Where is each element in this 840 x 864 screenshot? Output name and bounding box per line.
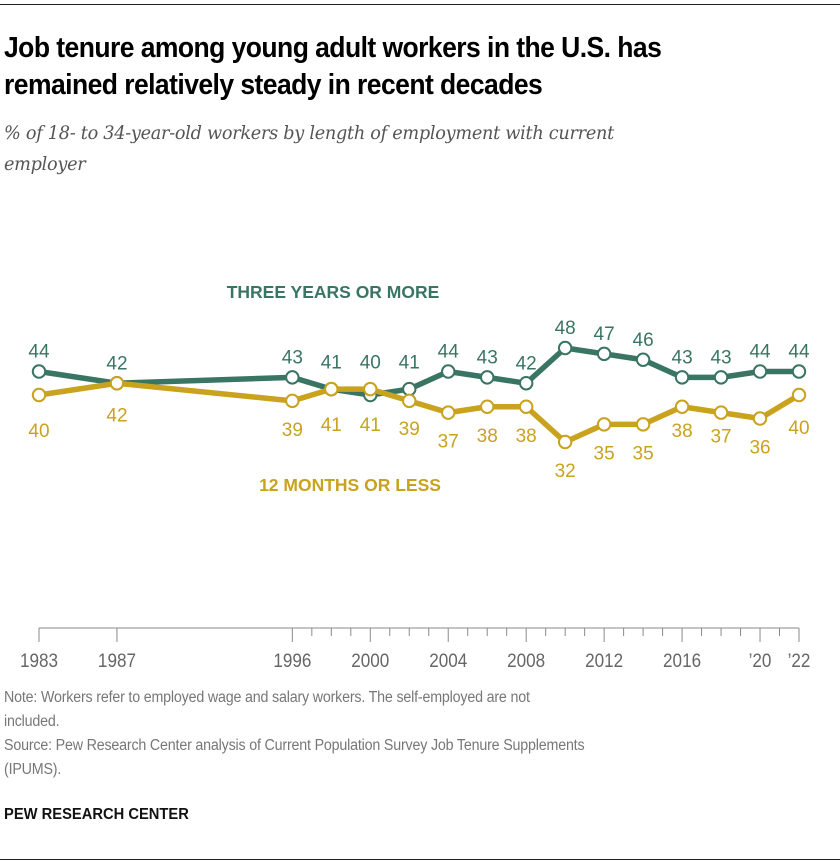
data-point [713, 370, 729, 385]
x-tick-label: 2008 [507, 650, 545, 671]
x-tick-label: 1983 [20, 650, 58, 671]
legend-label-12-months-or-less: 12 MONTHS OR LESS [259, 475, 441, 495]
data-label: 41 [321, 415, 342, 436]
line-chart: 1983 1987 1996 2000 2004 2008 2012 2016 ’20 ’22 4… [20, 282, 811, 671]
chart-subtitle-line-2: employer [4, 153, 86, 175]
source-line-1: Source: Pew Research Center analysis of … [4, 737, 585, 754]
data-point [480, 399, 495, 414]
data-label: 40 [28, 421, 49, 442]
x-tick-label: 2016 [663, 650, 701, 671]
data-point [674, 399, 690, 414]
data-label: 42 [106, 353, 127, 374]
data-label: 35 [633, 443, 654, 464]
data-label: 41 [399, 352, 420, 373]
data-label: 44 [788, 342, 810, 363]
data-label: 44 [28, 342, 50, 363]
chart-title-line-1: Job tenure among young adult workers in … [4, 32, 662, 64]
data-point [518, 399, 534, 414]
data-label: 42 [516, 353, 537, 374]
data-point [557, 340, 573, 356]
data-label: 36 [749, 438, 770, 459]
data-label: 38 [672, 421, 693, 442]
note-line-2: included. [4, 713, 60, 730]
data-label: 40 [360, 352, 381, 373]
data-point [285, 370, 300, 385]
data-label: 37 [438, 432, 459, 453]
data-label: 46 [633, 330, 654, 351]
data-point [441, 364, 456, 379]
data-label: 43 [710, 347, 731, 368]
series-three-years-or-more: 44 42 43 41 40 41 44 43 42 48 47 46 43 43 44 44 [28, 318, 810, 403]
data-label: 44 [438, 342, 460, 363]
data-point [635, 352, 651, 367]
chart-title-line-2: remained relatively steady in recent dec… [4, 69, 543, 101]
data-label: 47 [594, 324, 615, 345]
data-point [31, 387, 47, 403]
data-label: 43 [282, 347, 303, 368]
chart-subtitle-line-1: % of 18- to 34-year-old workers by lengt… [4, 122, 614, 144]
data-point [791, 364, 807, 379]
note-line-1: Note: Workers refer to employed wage and… [4, 689, 530, 706]
data-label: 43 [672, 347, 693, 368]
x-tick-label: 2012 [585, 650, 623, 671]
data-label: 41 [360, 415, 381, 436]
data-label: 38 [477, 426, 498, 447]
data-point [402, 393, 417, 409]
data-point [674, 370, 690, 385]
data-label: 39 [399, 419, 420, 440]
data-label: 44 [749, 342, 771, 363]
data-label: 43 [477, 347, 498, 368]
series-layer: 44 42 43 41 40 41 44 43 42 48 47 46 43 43 44 44 40 42 39 41… [28, 318, 810, 482]
data-point [31, 364, 47, 379]
data-point [713, 405, 729, 420]
data-point [518, 376, 534, 391]
chart-subtitle: % of 18- to 34-year-old workers by lengt… [4, 118, 748, 180]
data-point [635, 417, 651, 432]
source-line-2: (IPUMS). [4, 761, 62, 778]
series-12-months-or-less: 40 42 39 41 41 39 37 38 38 32 35 35 38 37 36 40 [28, 376, 810, 482]
data-point [324, 381, 339, 397]
data-label: 35 [594, 443, 615, 464]
data-label: 39 [282, 420, 303, 441]
data-point [752, 364, 768, 379]
data-point [596, 346, 612, 362]
data-label: 48 [555, 318, 576, 339]
data-point [402, 381, 417, 397]
x-tick-label: ’20 [749, 650, 772, 671]
x-tick-label: 2004 [429, 650, 467, 671]
data-label: 42 [106, 405, 127, 426]
data-label: 38 [516, 426, 537, 447]
x-axis: 1983 1987 1996 2000 2004 2008 2012 2016 ’20 ’22 [20, 627, 811, 671]
data-point [441, 405, 456, 420]
data-label: 37 [710, 427, 731, 448]
series-line [36, 345, 802, 398]
data-point [363, 381, 378, 397]
data-point [285, 393, 300, 409]
legend-label-three-years-or-more: THREE YEARS OR MORE [227, 282, 440, 302]
x-tick-label: ’22 [788, 650, 811, 671]
data-point [109, 376, 125, 391]
x-tick-label: 2000 [351, 650, 389, 671]
data-label: 41 [321, 352, 342, 373]
brand-logo-text: PEW RESEARCH CENTER [4, 806, 189, 823]
top-rule [0, 4, 840, 5]
chart-title: Job tenure among young adult workers in … [4, 30, 776, 104]
data-point [752, 411, 768, 426]
legend: THREE YEARS OR MORE 12 MONTHS OR LESS [227, 282, 441, 495]
x-tick-label: 1996 [273, 650, 311, 671]
data-point [557, 434, 573, 450]
chart-notes: Note: Workers refer to employed wage and… [4, 686, 840, 782]
series-line [36, 380, 802, 445]
data-label: 40 [788, 418, 809, 439]
bottom-rule [0, 859, 840, 860]
data-point [480, 370, 495, 385]
data-point [791, 387, 807, 403]
data-point [596, 417, 612, 432]
data-label: 32 [555, 461, 576, 482]
x-tick-label: 1987 [98, 650, 136, 671]
